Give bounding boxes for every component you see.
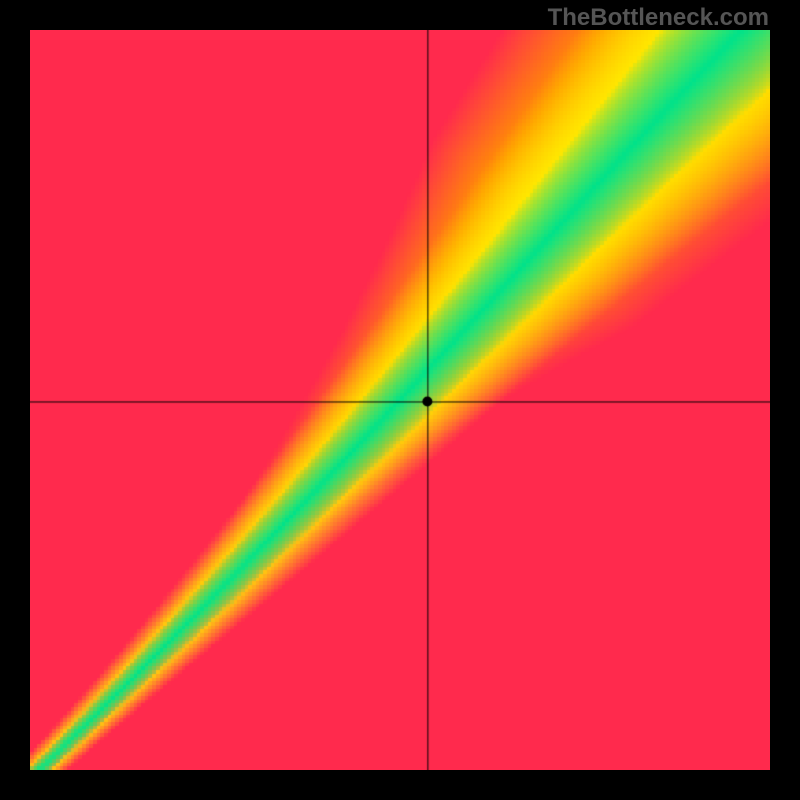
bottleneck-heatmap (30, 30, 770, 770)
chart-container: TheBottleneck.com (0, 0, 800, 800)
watermark-text: TheBottleneck.com (548, 4, 769, 32)
